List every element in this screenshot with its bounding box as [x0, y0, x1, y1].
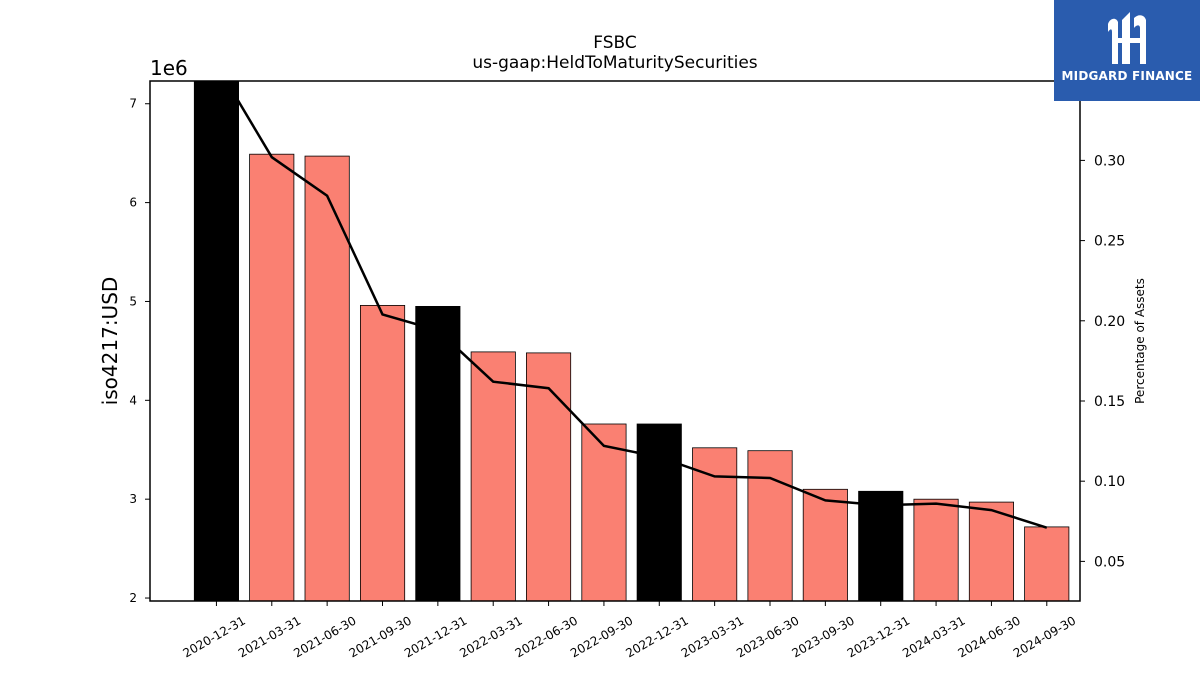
y-tick-label: 7: [129, 97, 137, 111]
bar: [415, 305, 461, 602]
y2-tick-label: 0.20: [1094, 314, 1125, 330]
y2-tick-label: 0.30: [1094, 153, 1125, 169]
bar: [526, 352, 572, 602]
bar-group: [193, 80, 1070, 602]
line-group: [224, 81, 1048, 529]
y-tick-label: 2: [129, 591, 137, 605]
midgard-logo-icon: [1108, 12, 1146, 65]
bar: [913, 498, 959, 602]
y2-tick-label: 0.25: [1094, 234, 1125, 250]
x-tick-label: 2024-09-30: [1011, 613, 1078, 660]
y2-tick-label: 0.05: [1094, 554, 1125, 570]
bar: [802, 488, 848, 602]
logo-text: MIDGARD FINANCE: [1061, 69, 1193, 83]
bar: [858, 490, 904, 602]
bar: [470, 351, 516, 602]
bar: [249, 153, 295, 602]
y2-tick-label: 0.10: [1094, 474, 1125, 490]
bar: [581, 423, 627, 602]
bar: [304, 155, 350, 602]
y2-axis-label: Percentage of Assets: [1133, 278, 1147, 404]
bar: [747, 450, 793, 602]
y-axis-label: iso4217:USD: [98, 277, 122, 406]
y-tick-label: 5: [129, 294, 137, 308]
bar: [968, 501, 1014, 602]
chart-subtitle: us-gaap:HeldToMaturitySecurities: [472, 53, 757, 73]
chart-title: FSBC: [593, 33, 637, 53]
bar: [636, 423, 682, 602]
plot-frame: [149, 80, 1081, 602]
percentage-line: [224, 81, 1048, 529]
y-tick-label: 6: [129, 196, 137, 210]
bar: [692, 447, 738, 602]
y-tick-label: 3: [129, 492, 137, 506]
bar: [359, 304, 406, 602]
y-axis-offset-label: 1e6: [150, 56, 188, 80]
y2-tick-label: 0.15: [1094, 394, 1125, 410]
bar: [1024, 526, 1070, 602]
y-tick-label: 4: [129, 393, 137, 407]
brand-logo: MIDGARD FINANCE: [1054, 0, 1200, 101]
bar: [193, 80, 240, 602]
